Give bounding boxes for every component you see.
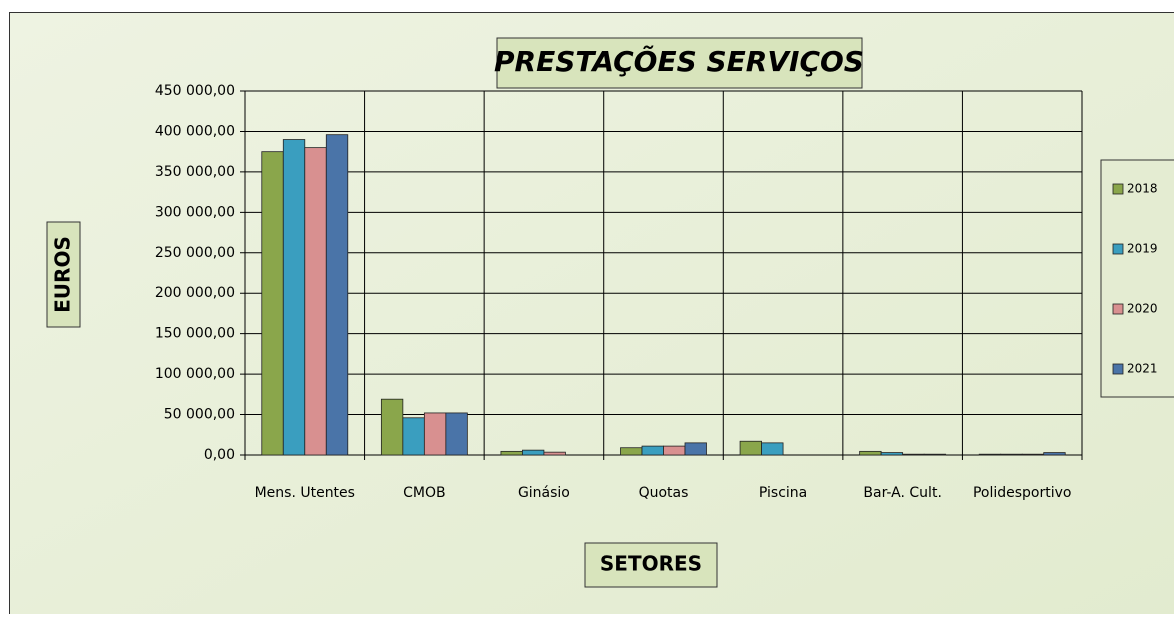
bar: [381, 399, 403, 455]
x-tick-label: CMOB: [403, 485, 445, 501]
y-tick-label: 300 000,00: [155, 204, 235, 220]
y-axis-label: EUROS: [51, 236, 75, 313]
y-tick-label: 50 000,00: [164, 407, 235, 423]
bar: [522, 450, 544, 455]
bar: [403, 418, 425, 455]
bar: [424, 413, 446, 455]
bar: [326, 135, 348, 455]
bar: [1022, 454, 1044, 455]
legend-label: 2018: [1127, 182, 1158, 196]
bar: [642, 446, 664, 455]
bar: [283, 140, 305, 455]
y-tick-label: 450 000,00: [155, 83, 235, 99]
bar: [903, 454, 925, 455]
y-tick-label: 0,00: [204, 447, 235, 463]
bar: [1001, 454, 1023, 455]
chart-frame: [10, 13, 1174, 615]
y-tick-label: 400 000,00: [155, 123, 235, 139]
x-tick-label: Bar-A. Cult.: [863, 485, 942, 501]
x-tick-label: Polidesportivo: [973, 485, 1072, 501]
bar: [881, 453, 903, 455]
y-tick-label: 150 000,00: [155, 326, 235, 342]
y-tick-label: 350 000,00: [155, 164, 235, 180]
bar: [762, 443, 784, 455]
bar: [446, 413, 468, 455]
bar: [979, 454, 1001, 455]
y-tick-label: 250 000,00: [155, 245, 235, 261]
x-axis-label: SETORES: [600, 552, 702, 576]
bar: [621, 448, 643, 455]
y-tick-label: 100 000,00: [155, 366, 235, 382]
bar: [1044, 453, 1066, 455]
bar: [664, 446, 686, 455]
legend-swatch: [1113, 304, 1123, 314]
bar: [544, 452, 566, 455]
bar: [924, 454, 946, 455]
x-tick-label: Quotas: [639, 485, 689, 501]
bar: [740, 441, 762, 455]
bar: [262, 152, 284, 455]
legend-label: 2019: [1127, 242, 1158, 256]
bar: [501, 451, 523, 455]
legend-label: 2020: [1127, 302, 1158, 316]
legend-swatch: [1113, 244, 1123, 254]
y-tick-label: 200 000,00: [155, 285, 235, 301]
chart-title: PRESTAÇÕES SERVIÇOS: [494, 44, 864, 78]
x-tick-label: Piscina: [759, 485, 807, 501]
legend-label: 2021: [1127, 362, 1158, 376]
bar: [860, 451, 882, 455]
x-tick-label: Ginásio: [518, 485, 570, 501]
x-tick-label: Mens. Utentes: [255, 485, 355, 501]
legend-swatch: [1113, 184, 1123, 194]
legend-swatch: [1113, 364, 1123, 374]
bar: [685, 443, 707, 455]
bar: [305, 148, 327, 455]
